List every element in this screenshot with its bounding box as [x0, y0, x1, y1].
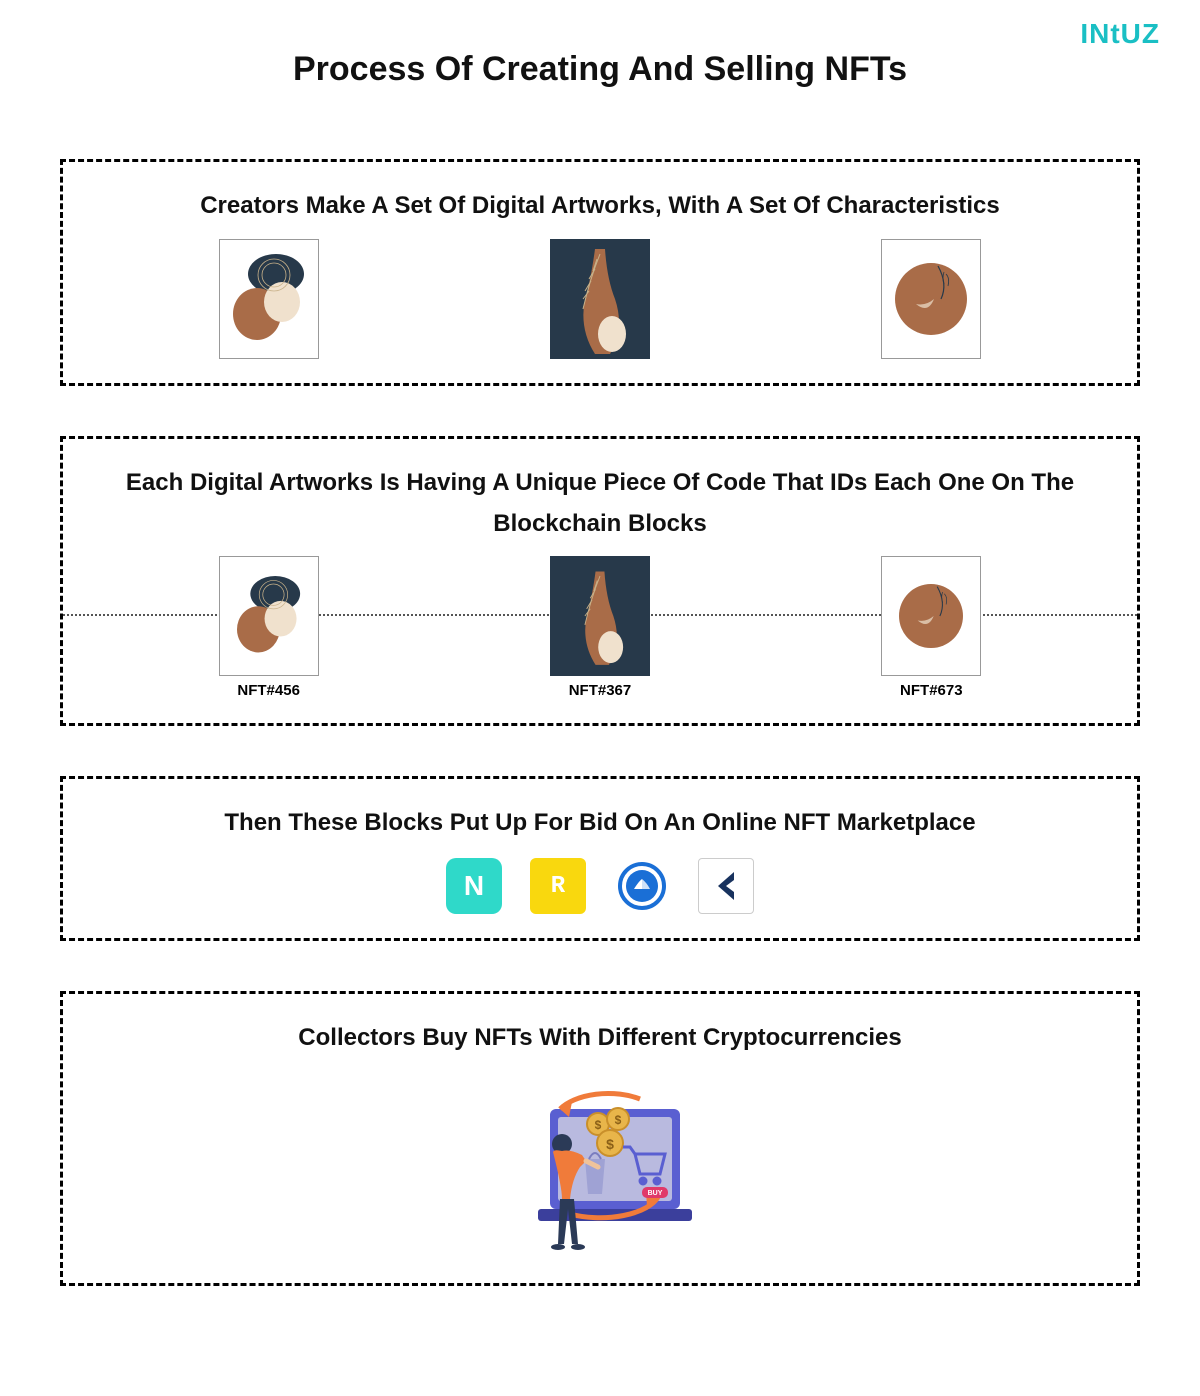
- marketplace-icons: N R: [103, 858, 1097, 914]
- step-4-box: Collectors Buy NFTs With Different Crypt…: [60, 991, 1140, 1286]
- svg-text:$: $: [615, 1113, 622, 1127]
- artwork-circle: [881, 556, 981, 676]
- marketplace-icon-rarible: R: [530, 858, 586, 914]
- marketplace-icon-known: [698, 858, 754, 914]
- artwork-blobs: [219, 239, 319, 359]
- buy-illustration: $ $ $ BUY: [103, 1069, 1097, 1259]
- svg-text:$: $: [606, 1136, 614, 1152]
- nft-item-2: NFT#367: [550, 556, 650, 699]
- nft-id-label: NFT#367: [569, 682, 632, 699]
- step-2-box: Each Digital Artworks Is Having A Unique…: [60, 436, 1140, 727]
- artwork-blobs: [219, 556, 319, 676]
- step-1-artworks: [103, 239, 1097, 359]
- nft-item-1: NFT#456: [219, 556, 319, 699]
- step-3-box: Then These Blocks Put Up For Bid On An O…: [60, 776, 1140, 941]
- marketplace-icon-nifty: N: [446, 858, 502, 914]
- nft-item-3: NFT#673: [881, 556, 981, 699]
- svg-text:BUY: BUY: [648, 1190, 663, 1197]
- artwork-circle: [881, 239, 981, 359]
- nft-id-label: NFT#673: [900, 682, 963, 699]
- step-1-heading: Creators Make A Set Of Digital Artworks,…: [103, 186, 1097, 227]
- nft-id-label: NFT#456: [237, 682, 300, 699]
- step-4-heading: Collectors Buy NFTs With Different Crypt…: [103, 1018, 1097, 1059]
- step-2-artworks: NFT#456 NFT#367: [103, 556, 1097, 699]
- artwork-vase: [550, 239, 650, 359]
- marketplace-icon-opensea: [614, 858, 670, 914]
- step-2-heading: Each Digital Artworks Is Having A Unique…: [103, 463, 1097, 545]
- step-1-box: Creators Make A Set Of Digital Artworks,…: [60, 159, 1140, 386]
- brand-logo: INtUZ: [1080, 18, 1160, 50]
- svg-text:$: $: [595, 1118, 602, 1132]
- page-title: Process Of Creating And Selling NFTs: [60, 50, 1140, 89]
- step-3-heading: Then These Blocks Put Up For Bid On An O…: [103, 803, 1097, 844]
- artwork-vase: [550, 556, 650, 676]
